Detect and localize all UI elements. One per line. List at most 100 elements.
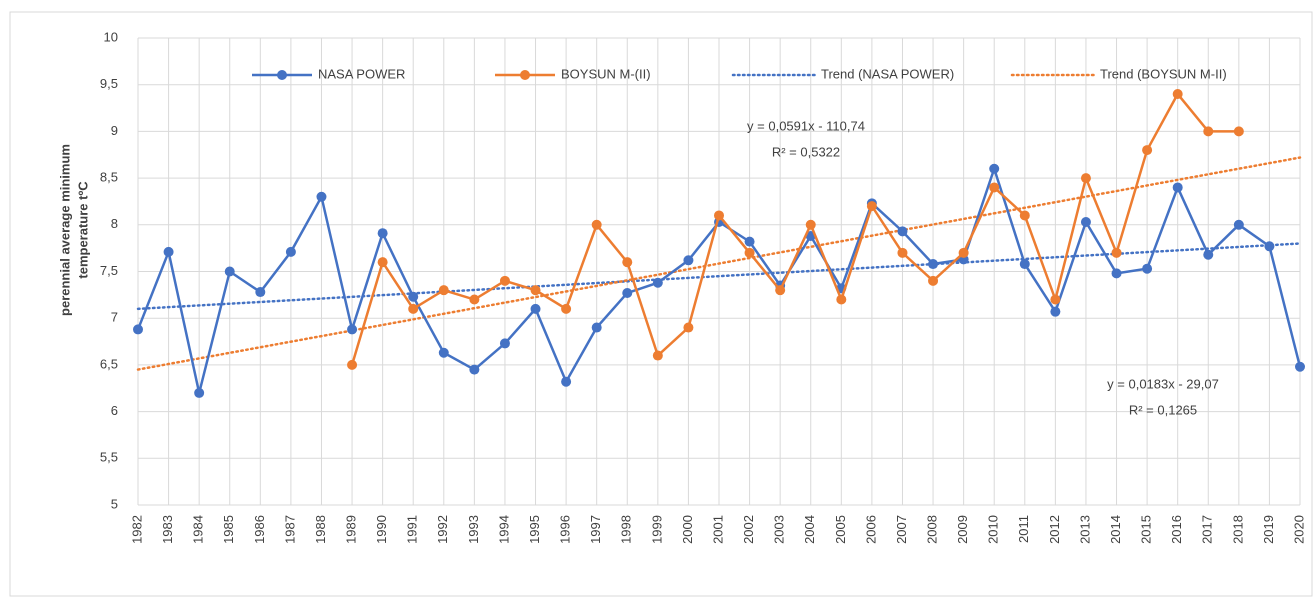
annotation: y = 0,0591x - 110,74 <box>747 118 865 133</box>
x-tick-label: 2008 <box>924 515 939 544</box>
data-point <box>836 294 847 305</box>
data-point <box>1080 216 1091 227</box>
data-point <box>591 219 602 230</box>
x-tick-label: 1991 <box>405 515 420 544</box>
x-tick-label: 2000 <box>680 515 695 544</box>
data-point <box>561 303 572 314</box>
legend-swatch <box>277 70 287 80</box>
data-point <box>1233 219 1244 230</box>
data-point <box>1080 173 1091 184</box>
x-tick-label: 1994 <box>496 515 511 544</box>
data-point <box>1142 145 1153 156</box>
data-point <box>897 226 908 237</box>
data-point <box>194 387 205 398</box>
data-point <box>897 247 908 258</box>
legend-label: BOYSUN M-(II) <box>561 66 651 81</box>
x-tick-label: 2006 <box>863 515 878 544</box>
x-tick-label: 2019 <box>1261 515 1276 544</box>
x-tick-label: 2004 <box>802 515 817 544</box>
data-point <box>775 285 786 296</box>
data-point <box>285 246 296 257</box>
x-tick-label: 2002 <box>741 515 756 544</box>
x-tick-label: 2014 <box>1108 515 1123 544</box>
y-tick-label: 6,5 <box>100 356 118 371</box>
x-tick-label: 2009 <box>955 515 970 544</box>
x-tick-label: 1987 <box>282 515 297 544</box>
data-point <box>530 303 541 314</box>
annotation: y = 0,0183x - 29,07 <box>1107 376 1219 391</box>
data-point <box>958 247 969 258</box>
y-tick-label: 5 <box>111 496 118 511</box>
y-tick-label: 7,5 <box>100 263 118 278</box>
data-point <box>1233 126 1244 137</box>
data-point <box>438 347 449 358</box>
data-point <box>469 364 480 375</box>
data-point <box>652 277 663 288</box>
data-point <box>591 322 602 333</box>
x-tick-label: 1999 <box>649 515 664 544</box>
legend-swatch <box>520 70 530 80</box>
x-tick-label: 1983 <box>160 515 175 544</box>
x-tick-label: 2017 <box>1200 515 1215 544</box>
trend-line <box>136 156 1302 371</box>
data-point <box>469 294 480 305</box>
y-tick-label: 7 <box>111 310 118 325</box>
data-point <box>928 275 939 286</box>
data-point <box>928 259 939 270</box>
data-point <box>1172 182 1183 193</box>
x-tick-label: 1992 <box>435 515 450 544</box>
y-tick-label: 8,5 <box>100 170 118 185</box>
y-axis-label: temperature tºC <box>75 181 90 279</box>
annotation: R² = 0,1265 <box>1129 402 1197 417</box>
legend-label: Trend (BOYSUN M-II) <box>1100 66 1227 81</box>
data-point <box>714 210 724 221</box>
data-point <box>163 246 174 257</box>
x-tick-label: 2005 <box>833 515 848 544</box>
data-point <box>347 359 358 370</box>
data-point <box>1111 247 1122 258</box>
x-tick-label: 2010 <box>986 515 1001 544</box>
data-point <box>1203 126 1214 137</box>
x-tick-label: 1986 <box>252 515 267 544</box>
data-point <box>1295 361 1305 372</box>
data-point <box>408 291 419 302</box>
data-point <box>989 163 1000 174</box>
data-point <box>683 255 694 266</box>
data-point <box>744 236 755 247</box>
data-point <box>561 376 572 387</box>
x-tick-label: 2003 <box>772 515 787 544</box>
data-point <box>347 324 358 335</box>
x-tick-label: 1984 <box>191 515 206 544</box>
x-tick-label: 1990 <box>374 515 389 544</box>
data-point <box>499 275 510 286</box>
data-point <box>377 257 388 268</box>
data-point <box>1019 210 1030 221</box>
x-tick-label: 1998 <box>619 515 634 544</box>
y-tick-label: 6 <box>111 403 118 418</box>
data-point <box>1203 249 1214 260</box>
data-point <box>1050 294 1061 305</box>
data-point <box>1050 306 1061 317</box>
annotation: R² = 0,5322 <box>772 144 840 159</box>
data-point <box>1111 268 1122 279</box>
x-tick-label: 1989 <box>343 515 358 544</box>
data-point <box>377 228 388 239</box>
x-tick-label: 2015 <box>1139 515 1154 544</box>
x-tick-label: 2020 <box>1291 515 1306 544</box>
data-point <box>989 182 1000 193</box>
legend-label: Trend (NASA POWER) <box>821 66 954 81</box>
x-tick-label: 1995 <box>527 515 542 544</box>
data-point <box>622 287 633 298</box>
x-tick-label: 1982 <box>129 515 144 544</box>
data-point <box>133 324 143 335</box>
series-line <box>350 91 1239 366</box>
y-axis-label: perennial average minimum <box>57 144 72 316</box>
y-tick-label: 5,5 <box>100 450 118 465</box>
data-point <box>1264 241 1275 252</box>
x-tick-label: 1985 <box>221 515 236 544</box>
data-point <box>1019 259 1030 270</box>
data-point <box>683 322 694 333</box>
y-tick-label: 9,5 <box>100 76 118 91</box>
x-tick-label: 2013 <box>1077 515 1092 544</box>
x-tick-label: 1996 <box>558 515 573 544</box>
